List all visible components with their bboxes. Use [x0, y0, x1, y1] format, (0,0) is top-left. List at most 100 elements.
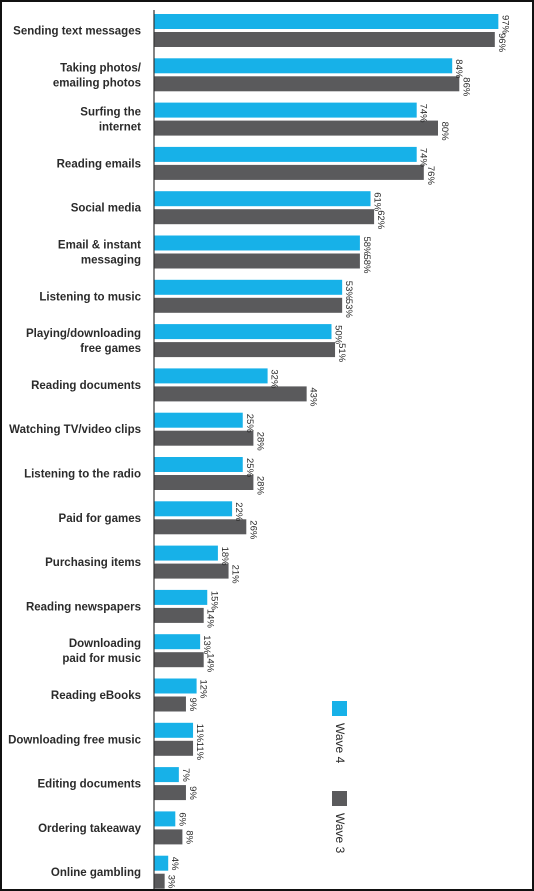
value-label: 25%	[244, 414, 255, 434]
value-label: 62%	[375, 210, 386, 230]
bar-wave4	[154, 102, 417, 118]
bar-wave4	[154, 235, 360, 251]
bar-wave4	[154, 811, 176, 827]
category-label: Sending text messages	[13, 26, 141, 38]
category-label: Listening to music	[39, 291, 141, 303]
category-label: Taking photos/emailing photos	[53, 62, 142, 89]
bar-wave3	[154, 253, 360, 269]
bar-wave3	[154, 164, 424, 180]
bar-wave4	[154, 501, 233, 517]
bar-wave3	[154, 342, 336, 358]
value-label: 12%	[198, 680, 209, 700]
bar-wave4	[154, 58, 453, 74]
bar-wave4	[154, 457, 243, 472]
value-label: 21%	[230, 565, 241, 585]
bar-wave4	[154, 279, 343, 295]
bar-wave4	[154, 545, 218, 561]
value-label: 84%	[453, 59, 464, 79]
value-label: 97%	[499, 15, 510, 35]
bar-wave3	[154, 120, 438, 136]
value-label: 86%	[460, 77, 471, 97]
bar-wave3	[154, 32, 495, 47]
value-label: 43%	[308, 387, 319, 407]
bar-wave4	[154, 412, 243, 428]
bar-wave3	[154, 430, 254, 446]
bar-wave3	[154, 873, 165, 889]
legend-swatch-wave3	[332, 791, 347, 806]
category-label: Reading documents	[31, 380, 141, 392]
bar-wave4	[154, 722, 194, 738]
value-label: 14%	[205, 609, 216, 629]
category-label: Social media	[71, 203, 142, 215]
value-label: 3%	[166, 875, 177, 889]
legend-label: Wave 4	[333, 723, 347, 764]
bar-wave4	[154, 324, 332, 340]
value-label: 9%	[187, 786, 198, 800]
value-label: 26%	[247, 520, 258, 540]
value-label: 18%	[219, 547, 230, 567]
value-label: 58%	[361, 237, 372, 257]
bar-wave4	[154, 14, 499, 29]
category-label: Reading eBooks	[51, 690, 141, 702]
category-label: Reading newspapers	[26, 601, 141, 613]
bar-wave4	[154, 368, 268, 384]
value-label: 76%	[425, 166, 436, 186]
category-label: Watching TV/video clips	[9, 424, 141, 436]
value-label: 53%	[343, 299, 354, 319]
category-label: Online gambling	[51, 867, 141, 879]
value-label: 22%	[233, 502, 244, 522]
category-label: Playing/downloading free games	[26, 328, 141, 355]
value-label: 14%	[205, 653, 216, 673]
bar-wave3	[154, 386, 307, 402]
bar-wave3	[154, 607, 204, 623]
value-label: 53%	[343, 281, 354, 301]
bar-wave3	[154, 696, 186, 712]
bar-wave3	[154, 563, 229, 579]
category-label: Surfing the internet	[80, 107, 141, 134]
value-label: 28%	[254, 476, 265, 496]
bar-wave4	[154, 767, 179, 783]
bar-wave3	[154, 209, 375, 225]
category-label: Downloading free music	[8, 734, 142, 746]
value-label: 9%	[187, 698, 198, 712]
value-label: 11%	[194, 724, 205, 743]
value-label: 80%	[439, 122, 450, 142]
bar-wave3	[154, 475, 254, 490]
value-label: 13%	[201, 635, 212, 655]
category-label: Email & instant messaging	[58, 240, 141, 267]
value-label: 15%	[208, 591, 219, 611]
bar-wave3	[154, 829, 183, 845]
bar-wave3	[154, 740, 194, 756]
bar-wave4	[154, 855, 169, 871]
value-label: 74%	[418, 148, 429, 168]
labels-layer: Sending text messages 97%96% Taking photos…	[8, 15, 510, 889]
value-label: 58%	[361, 255, 372, 275]
bar-wave3	[154, 785, 186, 801]
value-label: 28%	[254, 432, 265, 452]
legend-swatch-wave4	[332, 701, 347, 716]
value-label: 11%	[194, 742, 205, 761]
category-label: Listening to the radio	[24, 469, 141, 481]
category-label: Editing documents	[38, 779, 142, 791]
category-label: Reading emails	[57, 158, 141, 170]
bar-wave4	[154, 146, 417, 162]
value-label: 61%	[372, 192, 383, 212]
value-label: 25%	[244, 458, 255, 478]
bar-wave3	[154, 297, 343, 313]
bar-wave4	[154, 589, 208, 605]
bar-wave4	[154, 678, 197, 694]
category-label: Paid for games	[59, 513, 141, 525]
value-label: 50%	[333, 325, 344, 345]
bar-wave3	[154, 519, 247, 535]
category-label: Ordering takeaway	[38, 823, 142, 835]
category-label: Purchasing items	[45, 557, 141, 569]
bar-wave3	[154, 76, 460, 92]
value-label: 32%	[269, 369, 280, 389]
bar-wave4	[154, 634, 201, 650]
value-label: 51%	[336, 343, 347, 363]
value-label: 96%	[496, 33, 507, 53]
value-label: 8%	[183, 830, 194, 844]
legend-label: Wave 3	[333, 813, 347, 854]
